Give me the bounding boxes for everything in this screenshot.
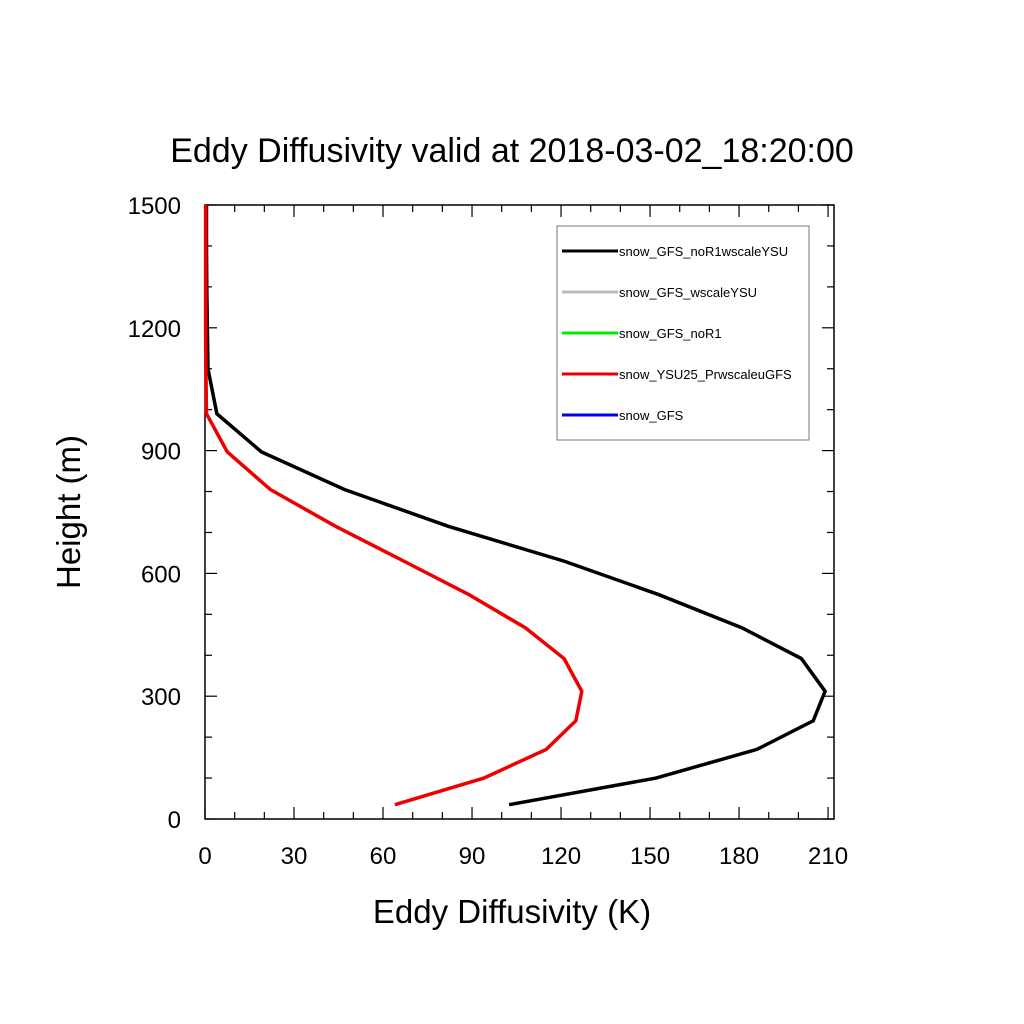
x-tick-label: 60 xyxy=(370,843,397,870)
x-tick-label: 180 xyxy=(719,843,759,870)
series-line-snow_YSU25_PrwscaleuGFS xyxy=(203,205,584,807)
data-series xyxy=(203,205,828,807)
x-tick-label: 0 xyxy=(198,843,211,870)
legend-label-snow_YSU25_PrwscaleuGFS: snow_YSU25_PrwscaleuGFS xyxy=(619,367,792,382)
legend: snow_GFS_noR1wscaleYSU snow_GFS_wscaleYSU… xyxy=(556,225,810,441)
x-axis-title: Eddy Diffusivity (K) xyxy=(373,893,651,930)
tick-labels: 0 30 60 90 120 150 180 210 0 300 600 900 1200 1500 xyxy=(128,193,848,870)
y-tick-label: 600 xyxy=(141,561,181,588)
legend-label-snow_GFS_wscaleYSU: snow_GFS_wscaleYSU xyxy=(619,285,757,300)
y-tick-label: 0 xyxy=(168,807,181,834)
legend-label-snow_GFS: snow_GFS xyxy=(619,408,684,423)
x-tick-label: 150 xyxy=(630,843,670,870)
x-tick-label: 120 xyxy=(541,843,581,870)
plot-frame xyxy=(204,204,835,820)
minor-ticks xyxy=(205,205,834,819)
y-tick-label: 1500 xyxy=(128,193,181,220)
x-tick-label: 30 xyxy=(281,843,308,870)
x-tick-label: 90 xyxy=(459,843,486,870)
y-tick-label: 900 xyxy=(141,439,181,466)
y-tick-label: 1200 xyxy=(128,316,181,343)
plot-area xyxy=(204,204,835,820)
x-tick-label: 210 xyxy=(808,843,848,870)
legend-label-snow_GFS_noR1: snow_GFS_noR1 xyxy=(619,326,722,341)
y-axis-title: Height (m) xyxy=(50,435,87,589)
y-tick-label: 300 xyxy=(141,684,181,711)
legend-label-snow_GFS_noR1wscaleYSU: snow_GFS_noR1wscaleYSU xyxy=(619,244,788,259)
chart-title: Eddy Diffusivity valid at 2018-03-02_18:… xyxy=(170,132,854,170)
